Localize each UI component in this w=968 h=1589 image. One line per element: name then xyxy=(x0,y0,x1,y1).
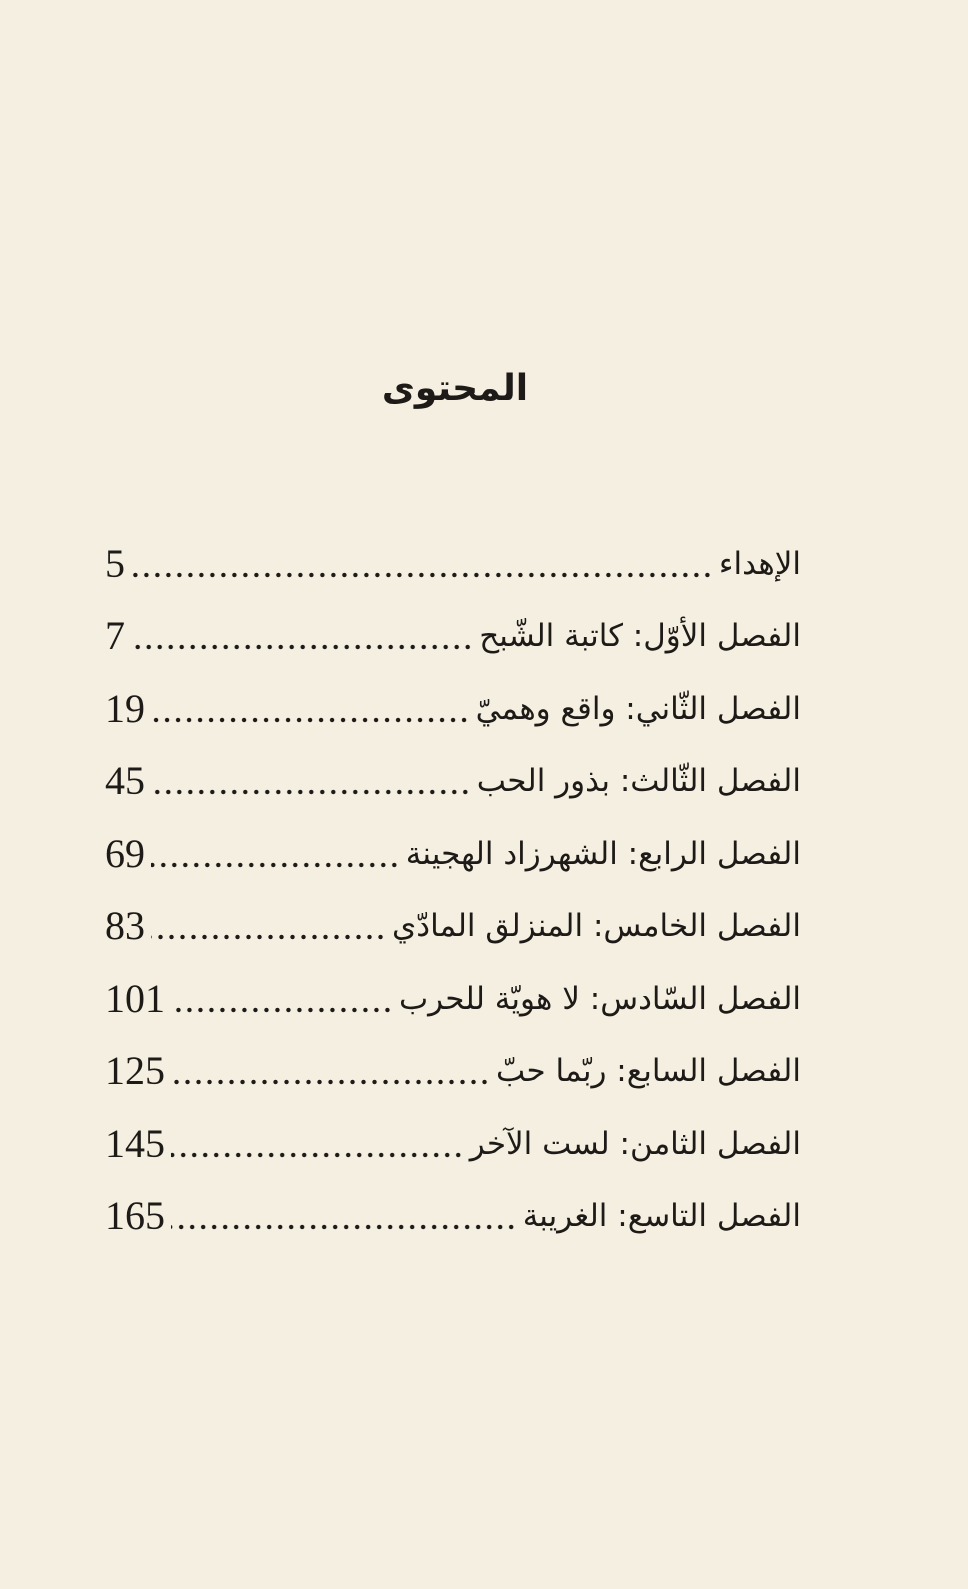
entry-page: 83 xyxy=(105,903,145,948)
entry-page: 69 xyxy=(105,830,145,876)
entry-title: الفصل التاسع: الغريبة xyxy=(522,1198,801,1234)
entry-title: الفصل الثامن: لست الآخر xyxy=(469,1125,801,1162)
dot-leader xyxy=(171,1223,517,1231)
entry-title: الفصل الثّالث: بذور الحب xyxy=(476,763,801,799)
toc-entry: الفصل الخامس: المنزلق المادّي 83 xyxy=(105,881,801,954)
toc-entry: الفصل الرابع: الشهرزاد الهجينة 69 xyxy=(105,808,801,881)
entry-page: 101 xyxy=(105,975,165,1021)
entry-title: الفصل الرابع: الشهرزاد الهجينة xyxy=(405,835,801,872)
dot-leader xyxy=(171,1150,464,1159)
toc-entry: الفصل الثّاني: واقع وهميّ 19 xyxy=(105,663,801,736)
entry-page: 7 xyxy=(105,613,125,658)
entry-title: الفصل السابع: ربّما حبّ xyxy=(496,1053,801,1089)
dot-leader xyxy=(131,570,713,579)
dot-leader xyxy=(151,933,387,941)
entry-page: 45 xyxy=(105,758,145,803)
table-of-contents: الإهداء 5 الفصل الأوّل: كاتبة الشّبح 7 الف… xyxy=(105,518,801,1243)
entry-title: الفصل الأوّل: كاتبة الشّبح xyxy=(479,618,801,654)
entry-page: 145 xyxy=(105,1120,165,1166)
toc-entry: الفصل التاسع: الغريبة 165 xyxy=(105,1171,801,1244)
entry-title: الفصل الخامس: المنزلق المادّي xyxy=(392,908,801,944)
toc-entry: الفصل الثامن: لست الآخر 145 xyxy=(105,1098,801,1171)
dot-leader xyxy=(151,715,470,724)
toc-entry: الإهداء 5 xyxy=(105,518,801,591)
toc-entry: الفصل السّادس: لا هويّة للحرب 101 xyxy=(105,953,801,1026)
dot-leader xyxy=(151,788,471,796)
dot-leader xyxy=(131,643,474,651)
entry-title: الفصل السّادس: لا هويّة للحرب xyxy=(398,980,801,1017)
entry-page: 19 xyxy=(105,685,145,731)
toc-entry: الفصل السابع: ربّما حبّ 125 xyxy=(105,1026,801,1099)
toc-entry: الفصل الأوّل: كاتبة الشّبح 7 xyxy=(105,591,801,664)
entry-page: 125 xyxy=(105,1048,165,1093)
dot-leader xyxy=(171,1005,393,1014)
page-title: المحتوى xyxy=(381,368,529,409)
toc-entry: الفصل الثّالث: بذور الحب 45 xyxy=(105,736,801,809)
entry-page: 5 xyxy=(105,540,125,586)
dot-leader xyxy=(171,1078,491,1086)
entry-page: 165 xyxy=(105,1193,165,1238)
entry-title: الإهداء xyxy=(718,545,801,582)
dot-leader xyxy=(151,860,400,869)
entry-title: الفصل الثّاني: واقع وهميّ xyxy=(475,690,801,727)
